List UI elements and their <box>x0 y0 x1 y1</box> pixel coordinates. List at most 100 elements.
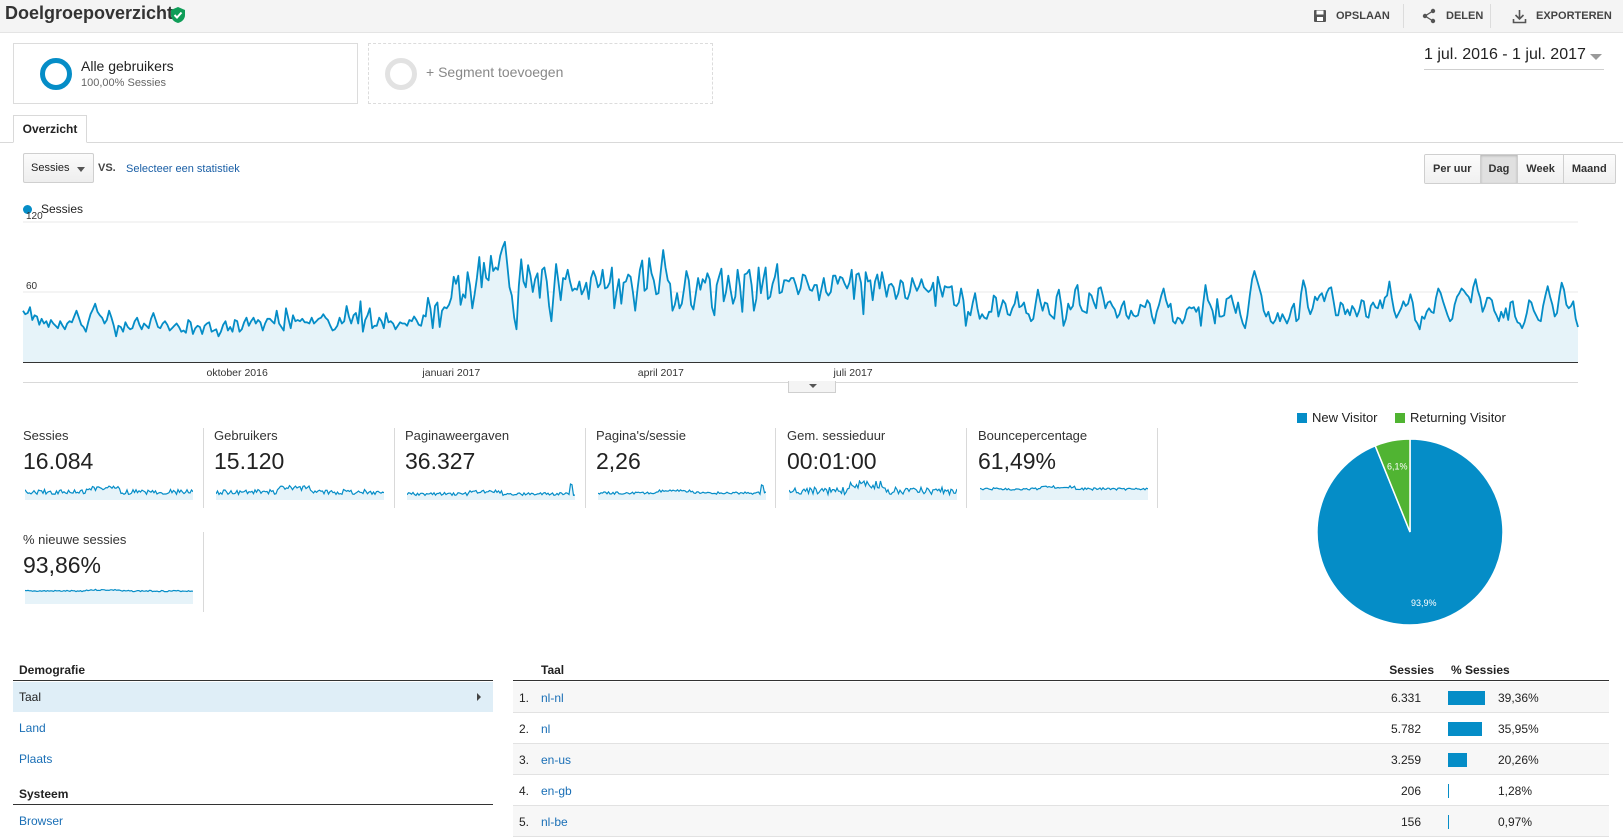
row-language-link[interactable]: en-gb <box>541 784 572 798</box>
metric-sparkline <box>25 485 193 500</box>
metric-value: 2,26 <box>596 448 641 474</box>
row-index: 5. <box>519 815 530 829</box>
metric-scorecard[interactable]: Sessies 16.084 <box>23 428 213 506</box>
x-tick-label: januari 2017 <box>421 367 480 379</box>
system-header: Systeem <box>19 787 69 801</box>
nav-item-taal[interactable]: Taal <box>13 682 493 712</box>
row-pct: 35,95% <box>1498 722 1539 736</box>
granularity-day-button[interactable]: Dag <box>1480 155 1519 183</box>
share-button[interactable]: DELEN <box>1421 6 1483 26</box>
metric-label: % nieuwe sessies <box>23 532 127 547</box>
metric-scorecard[interactable]: Pagina's/sessie 2,26 <box>596 428 786 506</box>
scorecard-divider <box>1157 428 1158 508</box>
column-header-pct-sessies: % Sessies <box>1451 663 1510 677</box>
row-share-bar <box>1448 722 1482 736</box>
sparkline-area <box>789 481 957 500</box>
metric-label: Gebruikers <box>214 428 278 443</box>
scorecard-divider <box>203 428 204 508</box>
row-language-link[interactable]: nl-be <box>541 815 568 829</box>
date-range-picker[interactable]: 1 jul. 2016 - 1 jul. 2017 <box>1424 46 1604 70</box>
vs-label: VS. <box>98 162 116 174</box>
section-divider <box>13 804 493 805</box>
granularity-toggle: Per uur Dag Week Maand <box>1424 154 1616 184</box>
sparkline-line <box>980 484 1148 491</box>
top-bar: Doelgroepoverzicht OPSLAAN DELEN EXPORTE… <box>0 0 1623 33</box>
pie-slice-label: 6,1% <box>1387 461 1408 471</box>
table-row: 5. nl-be 156 0,97% <box>513 806 1609 837</box>
pie-legend-returning: Returning Visitor <box>1395 410 1506 425</box>
granularity-hour-button[interactable]: Per uur <box>1425 155 1481 183</box>
metric-scorecard[interactable]: Gem. sessieduur 00:01:00 <box>787 428 977 506</box>
row-share-bar <box>1448 691 1485 705</box>
metric-value: 36.327 <box>405 448 476 474</box>
metric-scorecard[interactable]: Gebruikers 15.120 <box>214 428 404 506</box>
row-pct: 1,28% <box>1498 784 1533 798</box>
row-share-bar <box>1448 784 1449 798</box>
select-metric-link[interactable]: Selecteer een statistiek <box>126 163 240 175</box>
metric-sparkline <box>789 480 957 500</box>
row-sessions: 5.782 <box>1390 722 1421 736</box>
table-row: 1. nl-nl 6.331 39,36% <box>513 682 1609 713</box>
x-tick-label: oktober 2016 <box>207 367 268 379</box>
table-row: 3. en-us 3.259 20,26% <box>513 744 1609 775</box>
pie-slice <box>1374 438 1411 533</box>
metric-value: 93,86% <box>23 552 102 578</box>
export-label: EXPORTEREN <box>1536 10 1612 22</box>
scorecard-divider <box>585 428 586 508</box>
row-pct: 20,26% <box>1498 753 1539 767</box>
scorecard-divider <box>966 428 967 508</box>
metric-select[interactable]: Sessies <box>23 153 94 183</box>
row-index: 1. <box>519 691 530 705</box>
metric-sparkline <box>598 483 766 500</box>
chevron-down-icon <box>77 167 85 172</box>
granularity-month-button[interactable]: Maand <box>1563 155 1615 183</box>
chart-collapse-toggle[interactable] <box>788 381 836 393</box>
series-line <box>22 240 1579 338</box>
sparkline-line <box>25 588 193 593</box>
segment-placeholder-ring-icon <box>385 58 417 90</box>
segment-subtitle: 100,00% Sessies <box>81 77 166 89</box>
row-pct: 0,97% <box>1498 815 1533 829</box>
granularity-week-button[interactable]: Week <box>1518 155 1564 183</box>
metric-value: 61,49% <box>978 448 1057 474</box>
save-button[interactable]: OPSLAAN <box>1313 6 1390 26</box>
pie-slice-label: 93,9% <box>1411 598 1437 608</box>
metric-scorecard[interactable]: Bouncepercentage 61,49% <box>978 428 1168 506</box>
row-sessions: 206 <box>1400 784 1421 798</box>
export-button[interactable]: EXPORTEREN <box>1512 6 1612 26</box>
nav-item-land[interactable]: Land <box>19 721 46 735</box>
column-header-taal: Taal <box>541 663 565 677</box>
legend-swatch <box>1297 412 1307 423</box>
x-tick-label: april 2017 <box>638 367 684 379</box>
x-tick-label: juli 2017 <box>833 367 873 379</box>
sparkline-line <box>25 485 193 496</box>
row-language-link[interactable]: en-us <box>541 753 572 767</box>
row-index: 3. <box>519 753 530 767</box>
metric-value: 15.120 <box>214 448 285 474</box>
metric-value: 16.084 <box>23 448 94 474</box>
sessions-line-chart: 120 60 oktober 2016 januari 2017 april 2017 j… <box>22 211 1579 383</box>
metric-scorecard[interactable]: % nieuwe sessies 93,86% <box>23 532 213 610</box>
save-icon <box>1314 10 1326 22</box>
row-language-link[interactable]: nl-nl <box>541 691 564 705</box>
toolbar-divider <box>1403 4 1404 28</box>
metric-scorecard[interactable]: Paginaweergaven 36.327 <box>405 428 595 506</box>
sparkline-line <box>789 480 957 497</box>
metric-value: 00:01:00 <box>787 448 877 474</box>
nav-item-plaats[interactable]: Plaats <box>19 752 53 766</box>
table-row: 4. en-gb 206 1,28% <box>513 775 1609 806</box>
scorecard-divider <box>394 428 395 508</box>
y-tick-label: 120 <box>26 211 43 222</box>
segment-all-users[interactable]: Alle gebruikers 100,00% Sessies <box>13 43 358 104</box>
row-language-link[interactable]: nl <box>541 722 551 736</box>
share-label: DELEN <box>1446 10 1484 22</box>
share-icon <box>1422 8 1436 24</box>
metric-select-label: Sessies <box>31 162 70 174</box>
metric-label: Paginaweergaven <box>405 428 510 443</box>
nav-item-browser[interactable]: Browser <box>19 814 64 828</box>
nav-item-label: Taal <box>19 690 42 704</box>
toolbar-divider <box>1490 4 1491 28</box>
add-segment-button[interactable]: + Segment toevoegen <box>368 43 713 104</box>
tab-overzicht[interactable]: Overzicht <box>13 115 87 143</box>
segment-title: Alle gebruikers <box>81 58 174 74</box>
